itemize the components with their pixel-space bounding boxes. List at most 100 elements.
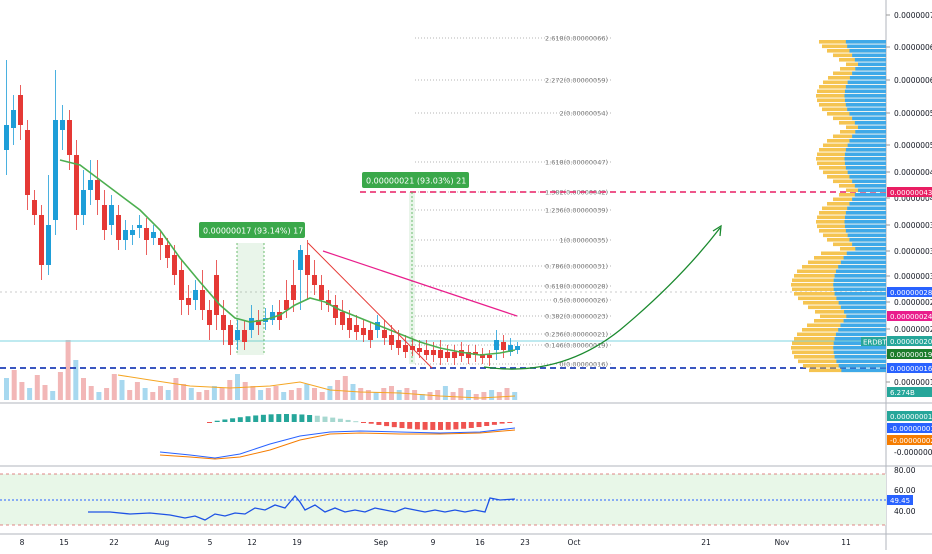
volume-bar: [489, 390, 495, 400]
price-tag-label: 0.00000016: [890, 365, 932, 373]
fib-level-label: 1.236(0.00000039): [545, 207, 608, 215]
macd-histogram-bar: [391, 422, 397, 428]
candle-up: [494, 340, 499, 350]
macd-histogram-bar: [253, 415, 259, 422]
time-tick-label: Aug: [155, 538, 170, 547]
macd-histogram-bar: [361, 422, 366, 423]
volume-profile-bar-buy: [849, 139, 886, 143]
macd-histogram-bar: [322, 416, 328, 422]
volume-profile-bar-buy: [858, 62, 886, 67]
volume-bar: [342, 376, 348, 400]
time-tick-label: 19: [292, 538, 302, 547]
volume-profile: [791, 40, 886, 373]
price-tick-label: 0.00000050: [894, 141, 932, 150]
macd-histogram-bar: [330, 417, 336, 422]
volume-bar: [219, 388, 225, 400]
time-tick-label: 5: [208, 538, 213, 547]
volume-profile-bar-buy: [840, 260, 886, 265]
volume-bar: [96, 392, 102, 400]
measure-range-1: [237, 243, 264, 355]
candle-down: [25, 130, 30, 195]
macd-histogram-bar: [491, 422, 497, 425]
rsi-tick-label: 60.00: [894, 486, 916, 495]
volume-profile-bar-buy: [847, 44, 886, 49]
volume-profile-bar-buy: [845, 103, 886, 107]
volume-bar: [196, 392, 202, 400]
candle-up: [53, 120, 58, 220]
macd-tag: [887, 423, 932, 433]
volume-profile-bar-buy: [844, 98, 886, 103]
rsi-line: [88, 494, 516, 521]
volume-bar: [204, 390, 210, 400]
volume-bar: [327, 386, 333, 400]
macd-histogram-bar: [438, 422, 443, 430]
projection-arrow: [483, 227, 721, 370]
volume-profile-bar-buy: [844, 224, 886, 229]
volume-bar: [381, 388, 387, 400]
price-tick-label: 0.00000046: [894, 168, 932, 177]
volume-bar: [319, 392, 325, 400]
fib-level-label: 0(0.00000016): [560, 361, 609, 369]
volume-profile-bar-buy: [852, 71, 886, 76]
candle-down: [487, 355, 492, 358]
fib-level-label: 2.618(0.00000066): [545, 35, 608, 43]
candle-up: [298, 250, 303, 270]
volume-profile-bar-buy: [844, 152, 886, 157]
volume-profile-bar-buy: [833, 341, 886, 346]
candle-down: [207, 310, 212, 325]
ema-line: [59, 159, 516, 356]
candle-down: [326, 300, 331, 305]
macd-histogram-bar: [384, 422, 390, 427]
volume-bar: [150, 392, 156, 400]
volume-bar: [134, 382, 140, 400]
macd-histogram-bar: [445, 422, 451, 430]
volume-bar: [181, 384, 187, 400]
volume-bar: [65, 340, 71, 400]
volume-bar: [111, 374, 117, 400]
volume-profile-bar-buy: [847, 233, 886, 238]
time-tick-label: 21: [701, 538, 711, 547]
volume-profile-bar-buy: [854, 121, 886, 125]
measure-callout-2[interactable]: 0.00000021 (93.03%) 21: [362, 172, 469, 188]
volume-profile-bar-buy: [852, 179, 886, 184]
volume-bar: [435, 390, 441, 400]
macd-signal-line: [159, 429, 516, 460]
candle-up: [193, 290, 198, 300]
candle-down: [480, 354, 485, 358]
macd-histogram-bar: [461, 422, 467, 429]
volume-profile-bar-buy: [847, 80, 886, 85]
red-trend-line: [307, 242, 433, 369]
volume-bar: [119, 380, 125, 400]
measure-callout-1[interactable]: 0.00000017 (93.14%) 17: [199, 222, 305, 238]
macd-histogram-bar: [291, 414, 297, 422]
volume-profile-bar-buy: [835, 332, 886, 337]
macd-histogram-bar: [407, 422, 413, 429]
candle-up: [109, 205, 114, 225]
candle-down: [382, 330, 387, 338]
volume-bar: [473, 394, 479, 400]
volume-bar: [373, 392, 379, 400]
volume-bar: [265, 388, 271, 400]
macd-histogram-bar: [507, 422, 513, 423]
fib-level-label: 2(0.00000054): [560, 110, 609, 118]
candle-down: [242, 330, 247, 342]
macd-histogram-bar: [484, 422, 490, 426]
volume-profile-bar-buy: [855, 67, 886, 71]
volume-profile-bar-buy: [852, 116, 886, 121]
volume-profile-bar-buy: [840, 323, 886, 328]
macd-histogram-bar: [414, 422, 420, 430]
macd-histogram-bar: [499, 422, 505, 424]
candle-down: [102, 205, 107, 230]
volume-profile-bar-buy: [845, 148, 886, 152]
volume-bar: [211, 386, 217, 400]
macd-histogram-bar: [376, 422, 382, 425]
rsi-band: [0, 474, 886, 525]
candle-down: [186, 298, 191, 305]
volume-profile-bar-buy: [852, 197, 886, 202]
macd-histogram-bar: [307, 415, 313, 422]
volume-profile-bar-buy: [844, 220, 886, 224]
candle-up: [270, 312, 275, 320]
candle-up: [123, 230, 128, 240]
